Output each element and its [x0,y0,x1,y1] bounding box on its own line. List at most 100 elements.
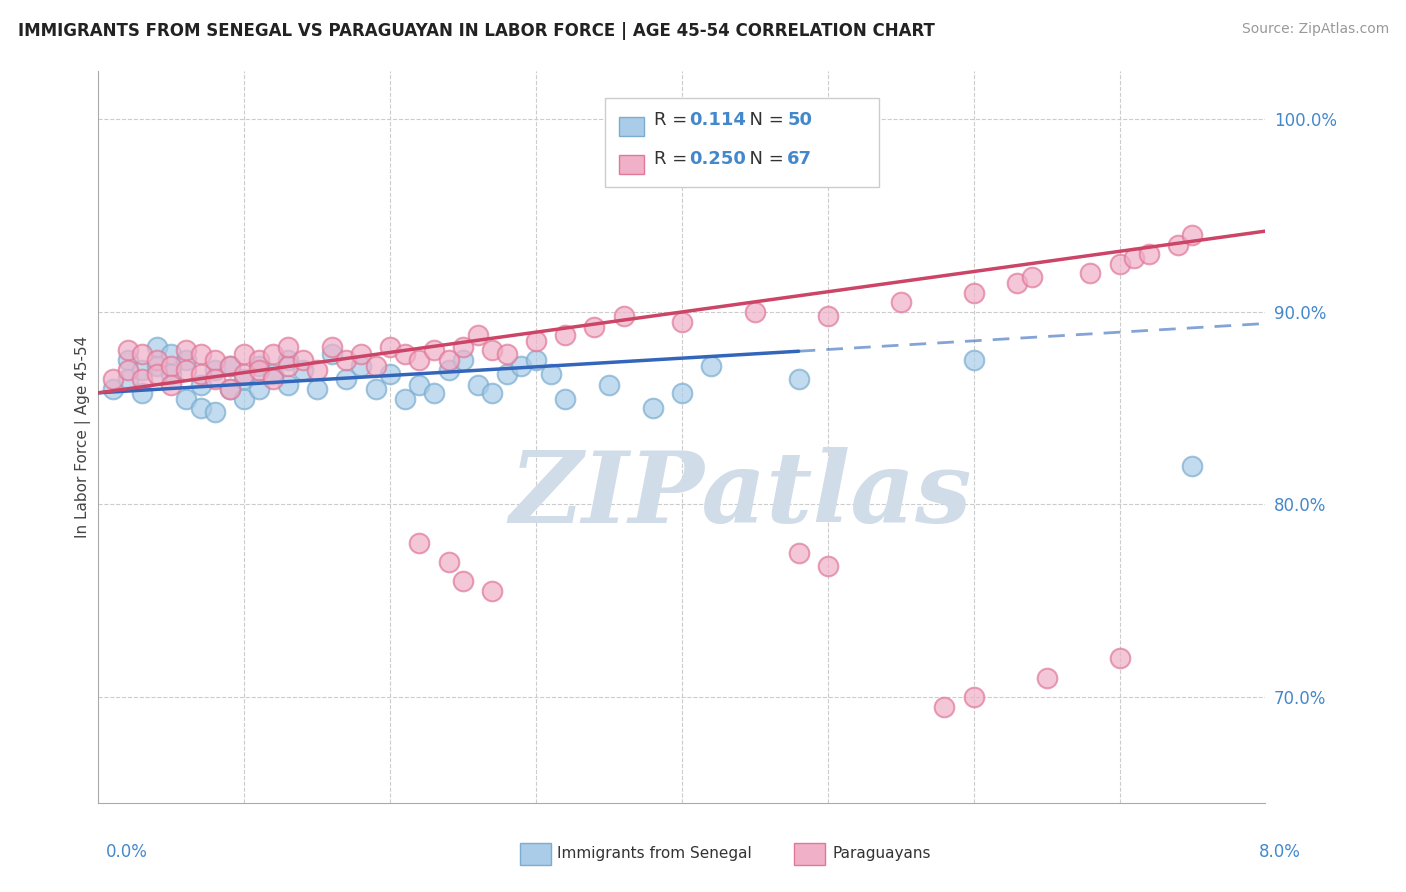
Point [1021,270,1043,285]
Point [1181,227,1204,242]
Point [277,359,299,373]
Point [190,401,212,416]
Point [131,362,153,376]
Point [291,362,314,376]
Point [423,343,446,358]
Text: 0.114: 0.114 [689,112,745,129]
Point [700,359,723,373]
Point [218,382,240,396]
Point [1007,276,1029,290]
Point [350,347,373,361]
Text: Immigrants from Senegal: Immigrants from Senegal [557,847,752,861]
Point [277,353,299,368]
Text: R =: R = [654,150,693,168]
Point [307,382,329,396]
Point [218,359,240,373]
Point [554,392,576,406]
Point [174,392,197,406]
Point [335,353,357,368]
Point [510,359,533,373]
Point [131,347,153,361]
Point [247,353,270,368]
Point [364,359,387,373]
Point [233,372,256,386]
Point [1108,651,1130,665]
Point [117,353,139,368]
Point [218,359,240,373]
Point [218,382,240,396]
Point [262,367,284,381]
Point [540,367,562,381]
Point [117,343,139,358]
Point [1181,458,1204,473]
Point [481,343,503,358]
Point [160,359,183,373]
Point [321,340,343,354]
Point [423,385,446,400]
Point [190,378,212,392]
Point [204,353,226,368]
Text: Paraguayans: Paraguayans [832,847,931,861]
Point [174,343,197,358]
Point [598,378,620,392]
Text: 67: 67 [787,150,813,168]
Point [787,372,810,386]
Point [612,309,634,323]
Text: ZIPatlas: ZIPatlas [509,448,972,544]
Point [174,362,197,376]
Point [204,405,226,419]
Point [408,353,430,368]
Point [307,362,329,376]
Point [1035,671,1057,685]
Point [1080,267,1102,281]
Point [233,347,256,361]
Text: 0.0%: 0.0% [105,843,148,861]
Point [101,372,124,386]
Point [364,382,387,396]
Point [247,362,270,376]
Text: R =: R = [654,112,693,129]
Point [321,347,343,361]
Point [146,353,169,368]
Y-axis label: In Labor Force | Age 45-54: In Labor Force | Age 45-54 [76,336,91,538]
Point [962,285,984,300]
Point [291,353,314,368]
Point [160,347,183,361]
Point [962,690,984,704]
Point [233,367,256,381]
Point [146,359,169,373]
Point [583,320,606,334]
Point [117,372,139,386]
Point [131,372,153,386]
Point [117,362,139,376]
Text: IMMIGRANTS FROM SENEGAL VS PARAGUAYAN IN LABOR FORCE | AGE 45-54 CORRELATION CHA: IMMIGRANTS FROM SENEGAL VS PARAGUAYAN IN… [18,22,935,40]
Point [247,359,270,373]
Point [467,328,489,343]
Text: 50: 50 [787,112,813,129]
Point [1123,251,1146,265]
Point [671,385,693,400]
Point [962,353,984,368]
Point [131,385,153,400]
Point [554,328,576,343]
Point [496,347,519,361]
Point [437,353,460,368]
Point [934,699,956,714]
Point [890,295,912,310]
Point [481,584,503,599]
Point [744,305,766,319]
Point [160,367,183,381]
Point [641,401,664,416]
Point [451,340,474,354]
Point [524,353,547,368]
Point [380,367,402,381]
Point [160,378,183,392]
Point [408,378,430,392]
Point [437,555,460,569]
Text: Source: ZipAtlas.com: Source: ZipAtlas.com [1241,22,1389,37]
Point [394,347,416,361]
Point [481,385,503,400]
Point [1108,257,1130,271]
Point [146,340,169,354]
Point [451,353,474,368]
